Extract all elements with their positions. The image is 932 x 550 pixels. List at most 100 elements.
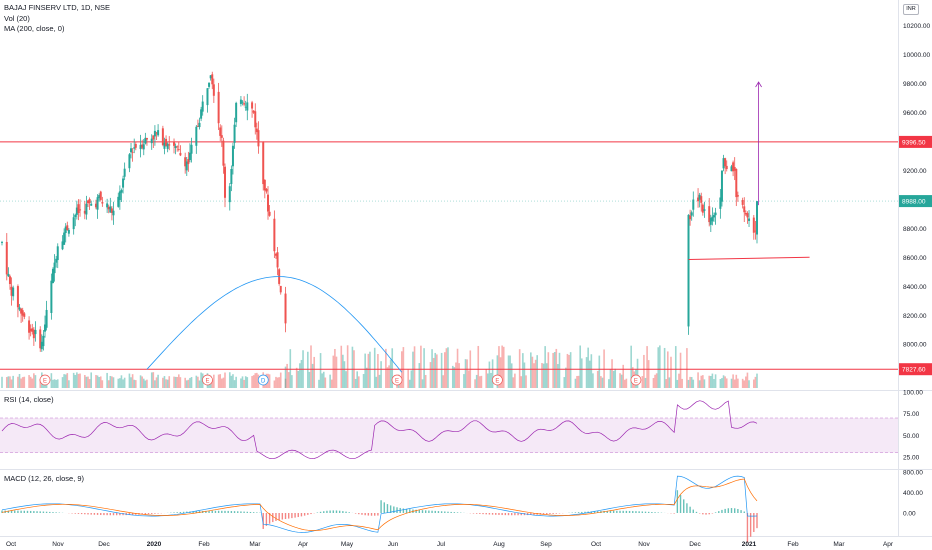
macd-histogram-bar [109,513,112,516]
candle-body [112,210,115,216]
volume-bar [356,371,359,388]
volume-bar [655,373,658,388]
volume-bar [732,374,734,388]
macd-histogram-bar [370,513,373,516]
macd-histogram-bar [217,510,220,513]
macd-histogram-bar [415,509,417,513]
event-marker [257,374,269,386]
volume-bar [122,379,124,388]
macd-histogram-bar [389,505,392,513]
time-tick-label: Dec [689,541,701,548]
volume-bar [698,380,701,388]
candle-body [206,88,209,106]
candle-body [10,286,13,296]
candle-body [123,168,126,177]
volume-bar [300,359,303,388]
macd-histogram-bar [281,513,284,520]
volume-indicator-label[interactable]: Vol (20) [4,13,30,23]
candle-body [743,206,746,213]
volume-bar [676,379,679,388]
volume-bar [386,367,389,388]
macd-histogram-bar [609,510,612,513]
volume-bar [451,365,454,388]
volume-bar [154,380,156,388]
volume-bar [563,377,566,388]
target-arrow-head [755,81,762,88]
rsi-panel-title[interactable]: RSI (14, close) [4,395,54,404]
time-tick-label: May [341,541,354,548]
macd-histogram-bar [622,510,624,513]
volume-bar [579,345,581,388]
macd-histogram-bar [49,511,51,513]
currency-badge[interactable]: INR [903,4,919,15]
volume-bar [56,379,59,388]
time-tick-label: Mar [249,541,261,548]
volume-bar [123,377,126,388]
macd-histogram-bar [625,510,628,513]
macd-histogram-bar [119,513,121,516]
ma-indicator-label[interactable]: MA (200, close, 0) [4,24,65,33]
candle-body [173,142,176,146]
volume-bar [646,346,648,388]
volume-bar [322,371,325,388]
volume-bar [346,345,349,388]
macd-histogram-bar [491,513,494,515]
macd-histogram-bar [227,510,229,513]
volume-bar [1,376,3,388]
macd-histogram-bar [326,510,328,513]
macd-histogram-bar [749,513,752,537]
candle-body [231,145,234,167]
event-marker [630,374,642,386]
volume-bar [268,374,271,388]
volume-bar [29,376,32,388]
volume-bar [389,359,392,388]
candle-body [692,199,695,210]
volume-bar [534,359,537,388]
volume-bar [388,365,390,388]
volume-bar [152,372,155,388]
volume-bar [507,355,510,388]
volume-bar [743,380,746,388]
macd-histogram-bar [205,510,207,513]
candle-body [94,203,97,208]
volume-bar [598,355,601,388]
symbol-title[interactable]: BAJAJ FINSERV LTD, 1D, NSE [4,3,110,12]
volume-bar [219,374,222,388]
macd-histogram-bar [233,511,236,513]
volume-bar [479,376,481,388]
volume-bar [52,379,54,388]
volume-bar [611,359,613,388]
macd-histogram-bar [144,513,147,515]
macd-histogram-bar [249,511,252,513]
candle-body [228,186,231,203]
macd-histogram-bar [157,513,159,514]
volume-bar [565,367,567,388]
volume-bar [343,361,346,388]
macd-panel-title[interactable]: MACD (12, 26, close, 9) [4,474,85,483]
volume-bar [741,378,744,388]
macd-histogram-bar [115,513,118,516]
candle-body [117,196,120,207]
macd-histogram-bar [475,513,478,514]
volume-bar [512,377,515,388]
volume-bar [641,376,644,388]
macd-histogram-bar [90,513,92,515]
candle-body [239,99,242,104]
macd-histogram-bar [485,513,487,515]
macd-histogram-bar [377,513,379,516]
macd-histogram-bar [87,513,89,515]
macd-histogram-bar [151,513,153,514]
volume-bar [686,348,688,388]
volume-bar [690,377,693,388]
time-tick-label: Oct [6,541,16,548]
volume-bar [362,374,365,388]
candle-body [255,128,258,133]
volume-bar [440,352,443,388]
macd-histogram-bar [584,511,586,513]
macd-histogram-bar [746,513,749,543]
candle-body [23,313,26,317]
volume-bar [502,346,505,388]
macd-histogram-bar [208,510,210,513]
volume-bar [679,352,682,388]
